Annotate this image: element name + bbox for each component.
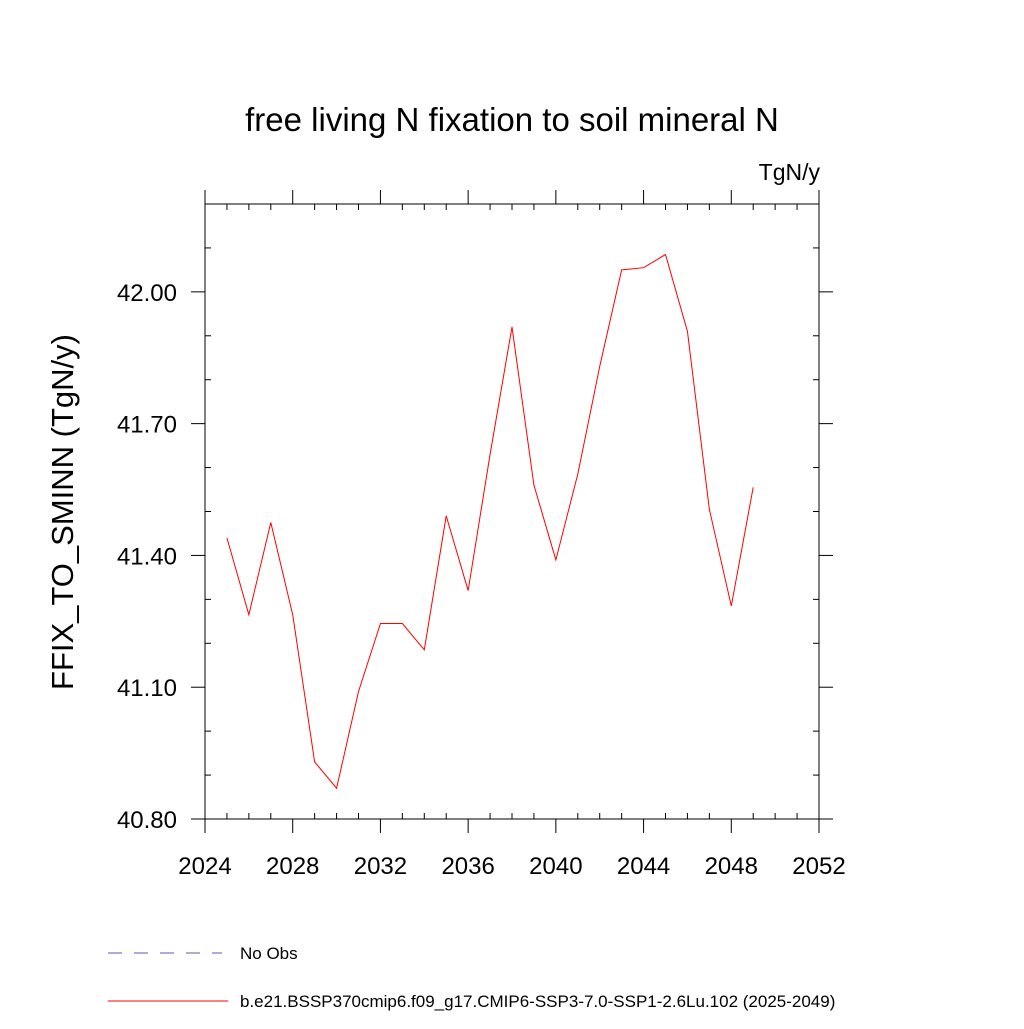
x-tick-label: 2024: [178, 853, 231, 880]
x-tick-label: 2036: [441, 853, 494, 880]
units-label: TgN/y: [759, 159, 821, 185]
y-tick-label: 41.10: [117, 675, 177, 702]
y-axis-label: FFIX_TO_SMINN (TgN/y): [45, 334, 80, 690]
y-tick-label: 41.40: [117, 543, 177, 570]
legend: No Obs b.e21.BSSP370cmip6.f09_g17.CMIP6-…: [108, 944, 835, 1011]
y-tick-label: 40.80: [117, 807, 177, 834]
legend-label-model-run: b.e21.BSSP370cmip6.f09_g17.CMIP6-SSP3-7.…: [240, 992, 835, 1011]
series-line: [226, 253, 754, 790]
x-tick-label: 2028: [266, 853, 319, 880]
x-tick-label: 2040: [529, 853, 582, 880]
x-tick-label: 2052: [792, 853, 845, 880]
y-tick-label: 41.70: [117, 412, 177, 439]
x-tick-label: 2044: [617, 853, 670, 880]
x-tick-label: 2032: [354, 853, 407, 880]
plot-frame: [204, 203, 820, 820]
series-layer: [226, 253, 754, 790]
legend-label-no-obs: No Obs: [240, 944, 298, 963]
x-tick-label: 2048: [705, 853, 758, 880]
y-tick-label: 42.00: [117, 280, 177, 307]
axis-ticks: 2024 2028 2032 2036 2040 2044 2048 2052 40.80 41.…: [117, 190, 846, 880]
chart-title: free living N fixation to soil mineral N: [245, 101, 779, 138]
